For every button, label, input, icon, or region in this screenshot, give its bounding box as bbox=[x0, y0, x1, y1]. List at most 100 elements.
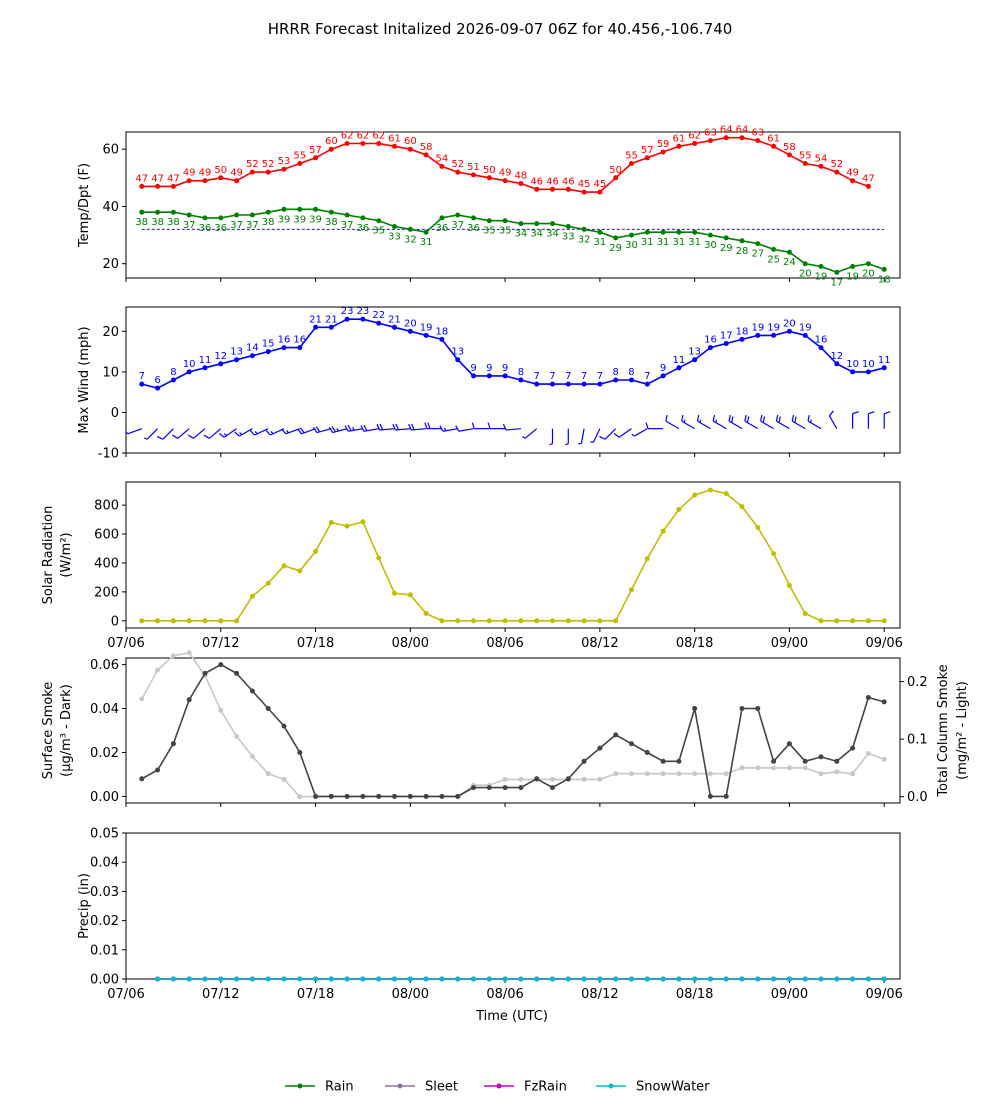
data-label-dewpoint: 25 bbox=[767, 254, 780, 265]
wind-barb-half-feather bbox=[522, 436, 526, 439]
x-tick-label: 07/12 bbox=[202, 636, 239, 651]
data-point-smoke_surface bbox=[565, 776, 571, 782]
data-label-dewpoint: 31 bbox=[420, 237, 433, 248]
data-label-dewpoint: 37 bbox=[183, 220, 196, 231]
data-label-temp: 49 bbox=[199, 168, 212, 179]
data-point-temp bbox=[660, 149, 666, 155]
data-point-smoke_surface bbox=[439, 793, 445, 799]
data-point-smoke_surface bbox=[486, 785, 492, 791]
data-point-wind bbox=[881, 365, 887, 371]
data-point-wind bbox=[739, 336, 745, 342]
data-point-smoke_column bbox=[218, 707, 224, 713]
data-point-dewpoint bbox=[644, 229, 650, 235]
data-point-smoke_column bbox=[802, 765, 808, 771]
data-label-wind: 16 bbox=[704, 335, 717, 346]
data-point-smoke_surface bbox=[218, 662, 224, 668]
wind-barb-shaft bbox=[618, 428, 632, 438]
wind-barb-feather bbox=[852, 411, 859, 415]
data-point-temp bbox=[455, 169, 461, 175]
data-point-solar bbox=[644, 556, 650, 562]
data-point-dewpoint bbox=[344, 212, 350, 218]
data-point-solar bbox=[850, 618, 856, 624]
data-point-solar bbox=[297, 568, 303, 574]
data-point-snowwater bbox=[597, 976, 603, 982]
data-point-dewpoint bbox=[170, 209, 176, 215]
data-label-dewpoint: 24 bbox=[783, 257, 796, 268]
wind-barb-shaft bbox=[580, 428, 585, 444]
data-point-snowwater bbox=[881, 976, 887, 982]
data-point-snowwater bbox=[344, 976, 350, 982]
data-point-snowwater bbox=[234, 976, 240, 982]
data-point-wind bbox=[202, 365, 208, 371]
wind-barb-half-feather bbox=[810, 419, 812, 423]
data-label-wind: 21 bbox=[309, 314, 322, 325]
data-point-snowwater bbox=[534, 976, 540, 982]
data-point-snowwater bbox=[629, 976, 634, 982]
x-tick-label: 09/06 bbox=[865, 636, 902, 651]
data-point-smoke_column bbox=[518, 776, 524, 782]
data-point-wind bbox=[360, 316, 366, 322]
data-label-dewpoint: 33 bbox=[562, 231, 575, 242]
data-point-solar bbox=[407, 592, 413, 598]
data-label-temp: 52 bbox=[246, 159, 259, 170]
data-point-smoke_surface bbox=[265, 706, 271, 711]
data-point-solar bbox=[423, 611, 429, 616]
data-point-solar bbox=[360, 519, 366, 525]
wind-barb bbox=[143, 428, 159, 440]
wind-barb bbox=[439, 425, 458, 432]
data-point-wind bbox=[502, 373, 508, 379]
data-point-snowwater bbox=[755, 976, 761, 982]
wind-barb-feather bbox=[696, 414, 700, 422]
data-point-snowwater bbox=[455, 976, 461, 982]
wind-barb-half-feather bbox=[715, 419, 718, 423]
data-point-dewpoint bbox=[423, 229, 429, 235]
wind-barb-feather bbox=[455, 425, 460, 432]
wind-barb-half-feather bbox=[683, 419, 686, 423]
data-point-wind bbox=[834, 361, 840, 367]
data-point-smoke_surface bbox=[834, 758, 840, 764]
data-point-dewpoint bbox=[865, 261, 871, 267]
wind-barb bbox=[549, 428, 554, 446]
data-point-wind bbox=[660, 373, 666, 379]
wind-barb-shaft bbox=[193, 428, 206, 439]
data-point-temp bbox=[234, 178, 240, 184]
legend-label-sleet: Sleet bbox=[425, 1080, 458, 1095]
data-point-wind bbox=[407, 328, 413, 334]
data-point-smoke_surface bbox=[771, 758, 777, 764]
data-point-solar bbox=[881, 618, 887, 624]
data-point-smoke_surface bbox=[392, 793, 397, 799]
data-label-dewpoint: 35 bbox=[372, 226, 385, 237]
wind-barb-feather bbox=[828, 410, 834, 417]
y-tick-label: 0.03 bbox=[90, 885, 119, 900]
wind-barb-half-feather bbox=[223, 433, 228, 437]
data-point-solar bbox=[139, 618, 145, 624]
wind-barb-feather bbox=[681, 414, 684, 422]
wind-barb-feather bbox=[312, 426, 318, 433]
wind-barb-feather bbox=[299, 427, 305, 434]
wind-barb bbox=[807, 414, 822, 430]
wind-barb-half-feather bbox=[143, 437, 148, 440]
data-point-wind bbox=[707, 345, 713, 351]
y-tick-label: 600 bbox=[94, 528, 119, 543]
wind-barb bbox=[599, 428, 617, 440]
data-point-smoke_column bbox=[818, 771, 824, 777]
x-tick-label: 08/06 bbox=[486, 987, 523, 1002]
data-point-wind bbox=[471, 373, 476, 379]
data-point-snowwater bbox=[486, 976, 492, 982]
data-point-wind bbox=[850, 369, 856, 375]
wind-barb bbox=[455, 425, 474, 432]
data-point-temp bbox=[139, 183, 145, 189]
data-point-smoke_surface bbox=[344, 793, 350, 799]
wind-barb-half-feather bbox=[631, 433, 635, 437]
data-point-dewpoint bbox=[502, 218, 508, 224]
series-line-solar bbox=[141, 489, 885, 622]
data-point-solar bbox=[265, 580, 271, 586]
data-point-snowwater bbox=[328, 976, 334, 982]
data-label-wind: 20 bbox=[404, 318, 417, 329]
data-label-wind: 19 bbox=[767, 322, 780, 333]
wind-barb bbox=[171, 428, 190, 439]
data-label-dewpoint: 29 bbox=[609, 243, 622, 254]
data-point-snowwater bbox=[502, 976, 508, 982]
wind-barb-feather bbox=[203, 434, 210, 439]
